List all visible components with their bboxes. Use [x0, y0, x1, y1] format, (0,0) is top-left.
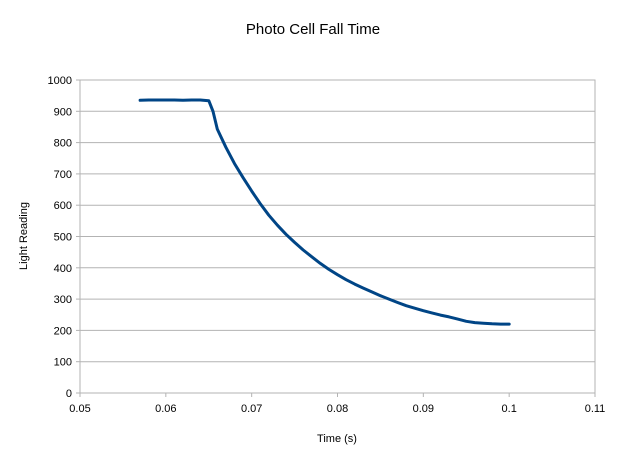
y-tick-label: 800 [54, 138, 72, 150]
y-tick-label: 900 [54, 106, 72, 118]
x-tick-label: 0.06 [155, 403, 176, 415]
y-tick-label: 700 [54, 169, 72, 181]
x-tick-label: 0.11 [585, 403, 606, 415]
y-tick-label: 500 [54, 232, 72, 244]
y-tick-label: 100 [54, 357, 72, 369]
x-tick-label: 0.05 [69, 403, 90, 415]
x-tick-label: 0.08 [327, 403, 348, 415]
y-tick-label: 300 [54, 294, 72, 306]
y-tick-label: 600 [54, 200, 72, 212]
y-axis-label: Light Reading [18, 202, 30, 270]
grid-lines [80, 79, 595, 394]
series-layer [138, 98, 511, 326]
y-tick-label: 1000 [48, 75, 72, 87]
x-tick-label: 0.07 [241, 403, 262, 415]
y-tick-label: 200 [54, 325, 72, 337]
x-axis-ticks: 0.05 0.06 0.07 0.08 0.09 0.1 0.11 [69, 393, 605, 415]
x-tick-label: 0.1 [502, 403, 517, 415]
y-axis-ticks: 0 100 200 300 400 500 600 700 800 900 1000 [48, 75, 80, 400]
x-axis-label: Time (s) [317, 433, 357, 445]
series-line-1 [138, 98, 511, 326]
y-tick-label: 0 [66, 388, 72, 400]
chart-title: Photo Cell Fall Time [246, 21, 380, 38]
x-tick-label: 0.09 [413, 403, 434, 415]
y-tick-label: 400 [54, 263, 72, 275]
